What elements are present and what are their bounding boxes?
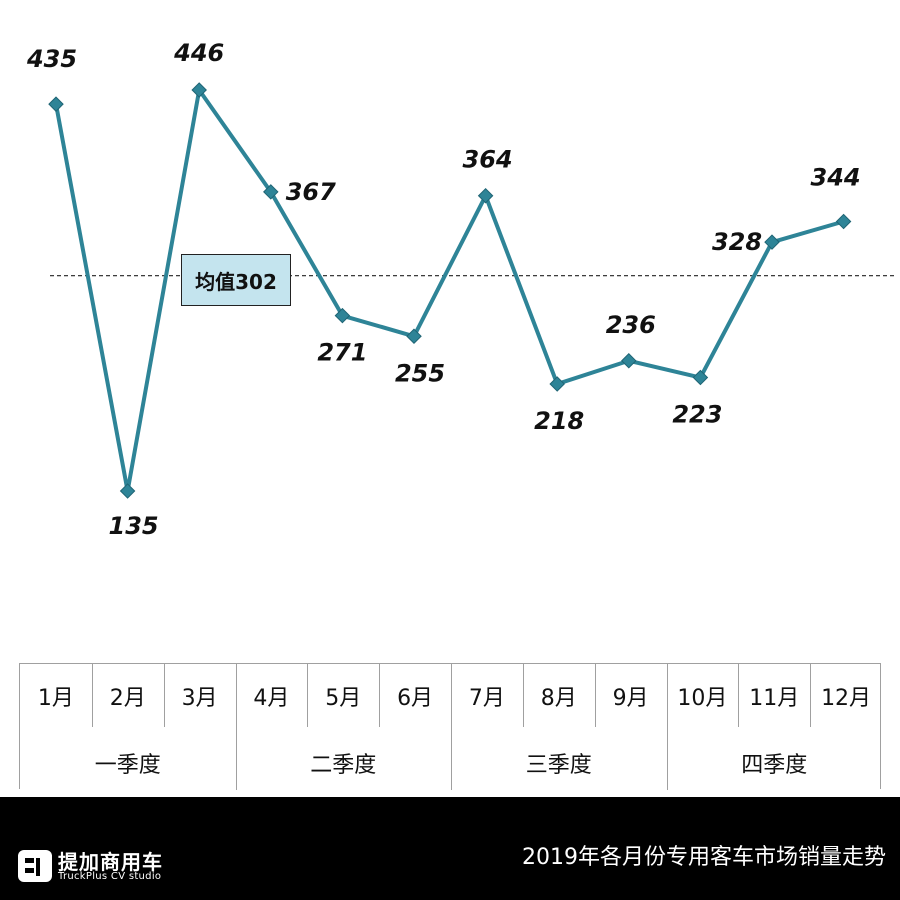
table-divider bbox=[307, 664, 309, 727]
table-divider bbox=[738, 664, 740, 727]
data-label: 135 bbox=[109, 512, 159, 540]
data-point-marker bbox=[48, 96, 64, 112]
month-label: 3月 bbox=[181, 685, 218, 711]
table-divider bbox=[666, 664, 668, 790]
data-point-marker bbox=[263, 184, 279, 200]
data-point-marker bbox=[692, 369, 709, 386]
average-label: 均值302 bbox=[181, 254, 291, 306]
month-label: 1月 bbox=[37, 685, 74, 711]
chart-title: 2019年各月份专用客车市场销量走势 bbox=[522, 845, 886, 870]
quarter-row: 一季度 二季度 三季度 四季度 bbox=[20, 736, 880, 790]
data-point-marker bbox=[191, 82, 207, 98]
quarter-label: 三季度 bbox=[525, 753, 592, 778]
data-point-marker bbox=[334, 307, 351, 324]
footer-bar: 提加商用车 TruckPlus CV studio 2019年各月份专用客车市场… bbox=[0, 797, 900, 900]
table-divider bbox=[810, 664, 812, 727]
month-label: 10月 bbox=[677, 685, 728, 711]
markers bbox=[48, 82, 852, 499]
month-label: 4月 bbox=[253, 685, 290, 711]
series-line bbox=[54, 87, 845, 493]
line-chart: 435 135 446 367 271 255 364 218 236 223 328 344 bbox=[26, 39, 895, 540]
logo-chinese-text: 提加商用车 bbox=[58, 850, 163, 874]
data-label: 218 bbox=[534, 407, 584, 435]
quarter-label: 四季度 bbox=[741, 753, 808, 778]
data-label: 271 bbox=[317, 339, 367, 367]
category-axis-table: 1月 2月 3月 4月 5月 6月 7月 8月 9月 10月 11月 12月 一季度 二季度 三季度 四季度 bbox=[19, 663, 881, 790]
data-label: 364 bbox=[463, 146, 513, 174]
data-point-marker bbox=[406, 328, 422, 345]
table-divider bbox=[451, 664, 452, 790]
month-label: 7月 bbox=[468, 685, 505, 711]
truckplus-logo-icon bbox=[18, 850, 52, 882]
quarter-label: 二季度 bbox=[310, 753, 377, 778]
data-point-marker bbox=[119, 483, 136, 499]
month-label: 2月 bbox=[109, 685, 146, 711]
month-label: 11月 bbox=[749, 685, 800, 711]
data-label: 435 bbox=[26, 45, 77, 73]
table-divider bbox=[235, 664, 237, 790]
table-divider bbox=[91, 664, 93, 727]
data-label: 328 bbox=[712, 228, 762, 256]
data-point-marker bbox=[764, 234, 780, 250]
data-label: 255 bbox=[395, 359, 445, 387]
data-label: 367 bbox=[286, 178, 336, 206]
data-label: 446 bbox=[173, 39, 224, 67]
month-label: 12月 bbox=[821, 685, 872, 711]
data-label: 344 bbox=[811, 164, 861, 192]
month-label: 5月 bbox=[325, 685, 362, 711]
logo-english-text: TruckPlus CV studio bbox=[58, 871, 162, 882]
data-label: 223 bbox=[672, 401, 722, 429]
data-label: 236 bbox=[606, 311, 656, 339]
data-point-marker bbox=[621, 352, 637, 369]
table-divider bbox=[522, 664, 524, 727]
data-labels: 435 135 446 367 271 255 364 218 236 223 328 344 bbox=[26, 39, 861, 540]
table-divider bbox=[163, 664, 165, 727]
data-point-marker bbox=[477, 187, 494, 204]
month-label: 8月 bbox=[540, 685, 577, 711]
quarter-label: 一季度 bbox=[94, 753, 161, 778]
month-label: 6月 bbox=[397, 685, 434, 711]
table-divider bbox=[379, 664, 381, 727]
table-divider bbox=[594, 664, 596, 727]
data-point-marker bbox=[835, 213, 852, 230]
month-label: 9月 bbox=[612, 685, 649, 711]
month-row: 1月 2月 3月 4月 5月 6月 7月 8月 9月 10月 11月 12月 bbox=[20, 664, 880, 727]
data-point-marker bbox=[549, 376, 565, 392]
